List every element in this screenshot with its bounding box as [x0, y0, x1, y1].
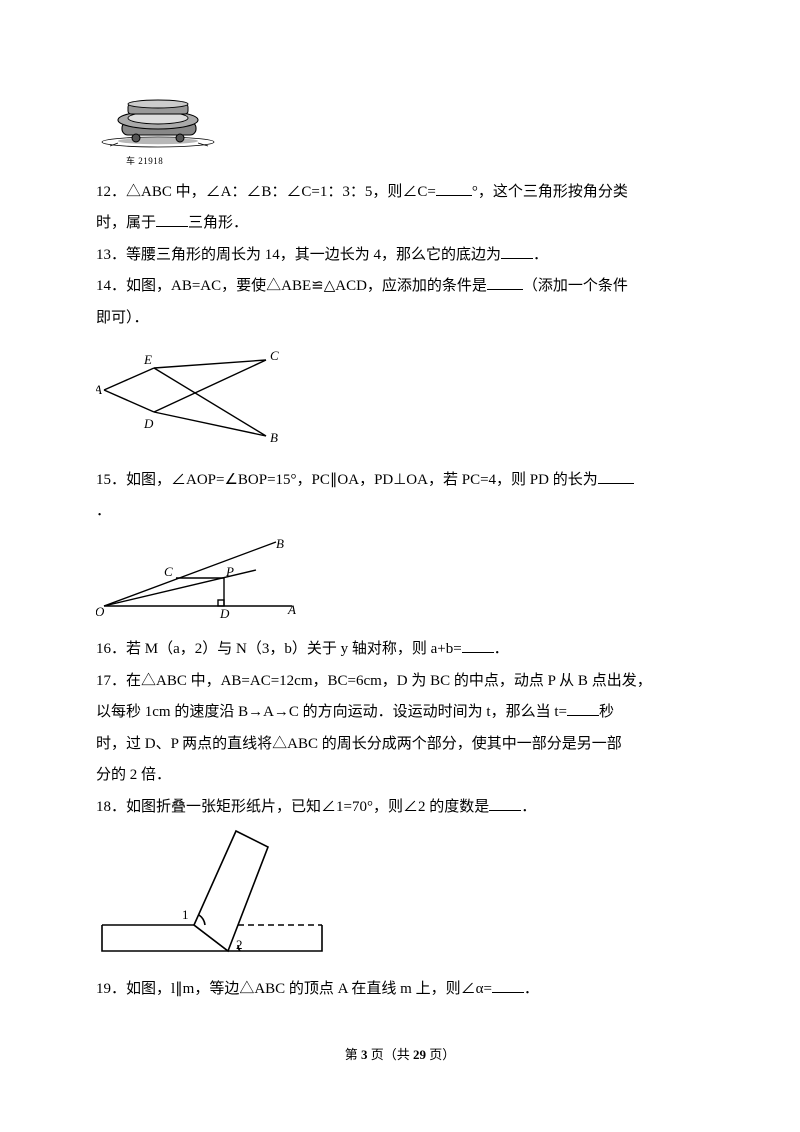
q18-text-1: 18．如图折叠一张矩形纸片，已知∠1=70°，则∠2 的度数是	[96, 799, 489, 815]
q15-diagram-P: P	[225, 564, 234, 579]
q15-diagram: O A D P B C	[96, 534, 704, 633]
q14-blank	[487, 275, 523, 290]
q19-blank	[492, 978, 524, 993]
footer-total: 29	[413, 1047, 426, 1062]
q12-blank-1	[436, 181, 472, 196]
q12-text-2: °，这个三角形按角分类	[472, 184, 628, 200]
q16-text-2: ．	[494, 641, 509, 657]
q17-line1: 17．在△ABC 中，AB=AC=12cm，BC=6cm，D 为 BC 的中点，…	[96, 666, 704, 698]
q19-text-1: 19．如图，l∥m，等边△ABC 的顶点 A 在直线 m 上，则∠α=	[96, 981, 492, 997]
q13: 13．等腰三角形的周长为 14，其一边长为 4，那么它的底边为 ．	[96, 240, 704, 272]
q13-text-1: 13．等腰三角形的周长为 14，其一边长为 4，那么它的底边为	[96, 247, 501, 263]
emblem-label: 车 21918	[126, 152, 704, 171]
q18-blank	[489, 796, 521, 811]
q14-line2: 即可）．	[96, 303, 704, 335]
emblem-figure	[96, 92, 236, 148]
q15-text-2: ．	[96, 503, 111, 519]
q17-text-5: 分的 2 倍．	[96, 767, 171, 783]
footer-suffix: 页）	[426, 1047, 455, 1062]
q17-line2: 以每秒 1cm 的速度沿 B→A→C 的方向运动．设运动时间为 t，那么当 t=…	[96, 697, 704, 729]
page-footer: 第 3 页（共 29 页）	[0, 1041, 800, 1068]
q12-text-4: 三角形．	[188, 215, 248, 231]
q14-text-3: 即可）．	[96, 310, 149, 326]
q12-text-1: 12．△ABC 中，∠A：∠B：∠C=1：3：5，则∠C=	[96, 184, 436, 200]
q14-text-1: 14．如图，AB=AC，要使△ABE≌△ACD，应添加的条件是	[96, 278, 487, 294]
q14-text-2: （添加一个条件	[523, 278, 628, 294]
q14-diagram-E: E	[143, 352, 152, 367]
q12-text-3: 时，属于	[96, 215, 156, 231]
q14-diagram-C: C	[270, 348, 279, 363]
q15-diagram-A: A	[287, 602, 296, 617]
q17-line3: 时，过 D、P 两点的直线将△ABC 的周长分成两个部分，使其中一部分是另一部	[96, 729, 704, 761]
q15: 15．如图，∠AOP=∠BOP=15°，PC∥OA，PD⊥OA，若 PC=4，则…	[96, 465, 704, 497]
q14-diagram-B: B	[270, 430, 278, 445]
q14-diagram-D: D	[143, 416, 154, 431]
footer-mid: 页（共	[367, 1047, 413, 1062]
q15-diagram-D: D	[219, 606, 230, 620]
q12: 12．△ABC 中，∠A：∠B：∠C=1：3：5，则∠C= °，这个三角形按角分类	[96, 177, 704, 209]
q16-text-1: 16．若 M（a，2）与 N（3，b）关于 y 轴对称，则 a+b=	[96, 641, 462, 657]
q18-diagram: 1 2	[96, 829, 704, 972]
q17-text-1: 17．在△ABC 中，AB=AC=12cm，BC=6cm，D 为 BC 的中点，…	[96, 673, 652, 689]
q15-blank	[598, 469, 634, 484]
q18-diagram-l2: 2	[236, 937, 243, 952]
q14-diagram: A E C D B	[96, 340, 704, 463]
q14: 14．如图，AB=AC，要使△ABE≌△ACD，应添加的条件是 （添加一个条件	[96, 271, 704, 303]
q18: 18．如图折叠一张矩形纸片，已知∠1=70°，则∠2 的度数是 ．	[96, 792, 704, 824]
q12-blank-2	[156, 212, 188, 227]
footer-prefix: 第	[345, 1047, 361, 1062]
q15-text-1: 15．如图，∠AOP=∠BOP=15°，PC∥OA，PD⊥OA，若 PC=4，则…	[96, 472, 598, 488]
q16: 16．若 M（a，2）与 N（3，b）关于 y 轴对称，则 a+b= ．	[96, 634, 704, 666]
q17-text-4: 时，过 D、P 两点的直线将△ABC 的周长分成两个部分，使其中一部分是另一部	[96, 736, 622, 752]
q17-line4: 分的 2 倍．	[96, 760, 704, 792]
q17-text-2: 以每秒 1cm 的速度沿 B→A→C 的方向运动．设运动时间为 t，那么当 t=	[96, 704, 567, 720]
q17-text-3: 秒	[599, 704, 614, 720]
q18-diagram-l1: 1	[182, 907, 189, 922]
q15-line2: ．	[96, 496, 704, 528]
q17-blank	[567, 701, 599, 716]
q13-text-2: ．	[533, 247, 548, 263]
q13-blank	[501, 244, 533, 259]
page-content: 车 21918 12．△ABC 中，∠A：∠B：∠C=1：3：5，则∠C= °，这…	[96, 92, 704, 1005]
q19-text-2: ．	[524, 981, 539, 997]
q14-diagram-A: A	[96, 382, 102, 397]
q12-line2: 时，属于 三角形．	[96, 208, 704, 240]
q16-blank	[462, 638, 494, 653]
q15-diagram-C: C	[164, 564, 173, 579]
q19: 19．如图，l∥m，等边△ABC 的顶点 A 在直线 m 上，则∠α= ．	[96, 974, 704, 1006]
q15-diagram-O: O	[96, 604, 105, 619]
q18-text-2: ．	[521, 799, 536, 815]
q15-diagram-B: B	[276, 536, 284, 551]
